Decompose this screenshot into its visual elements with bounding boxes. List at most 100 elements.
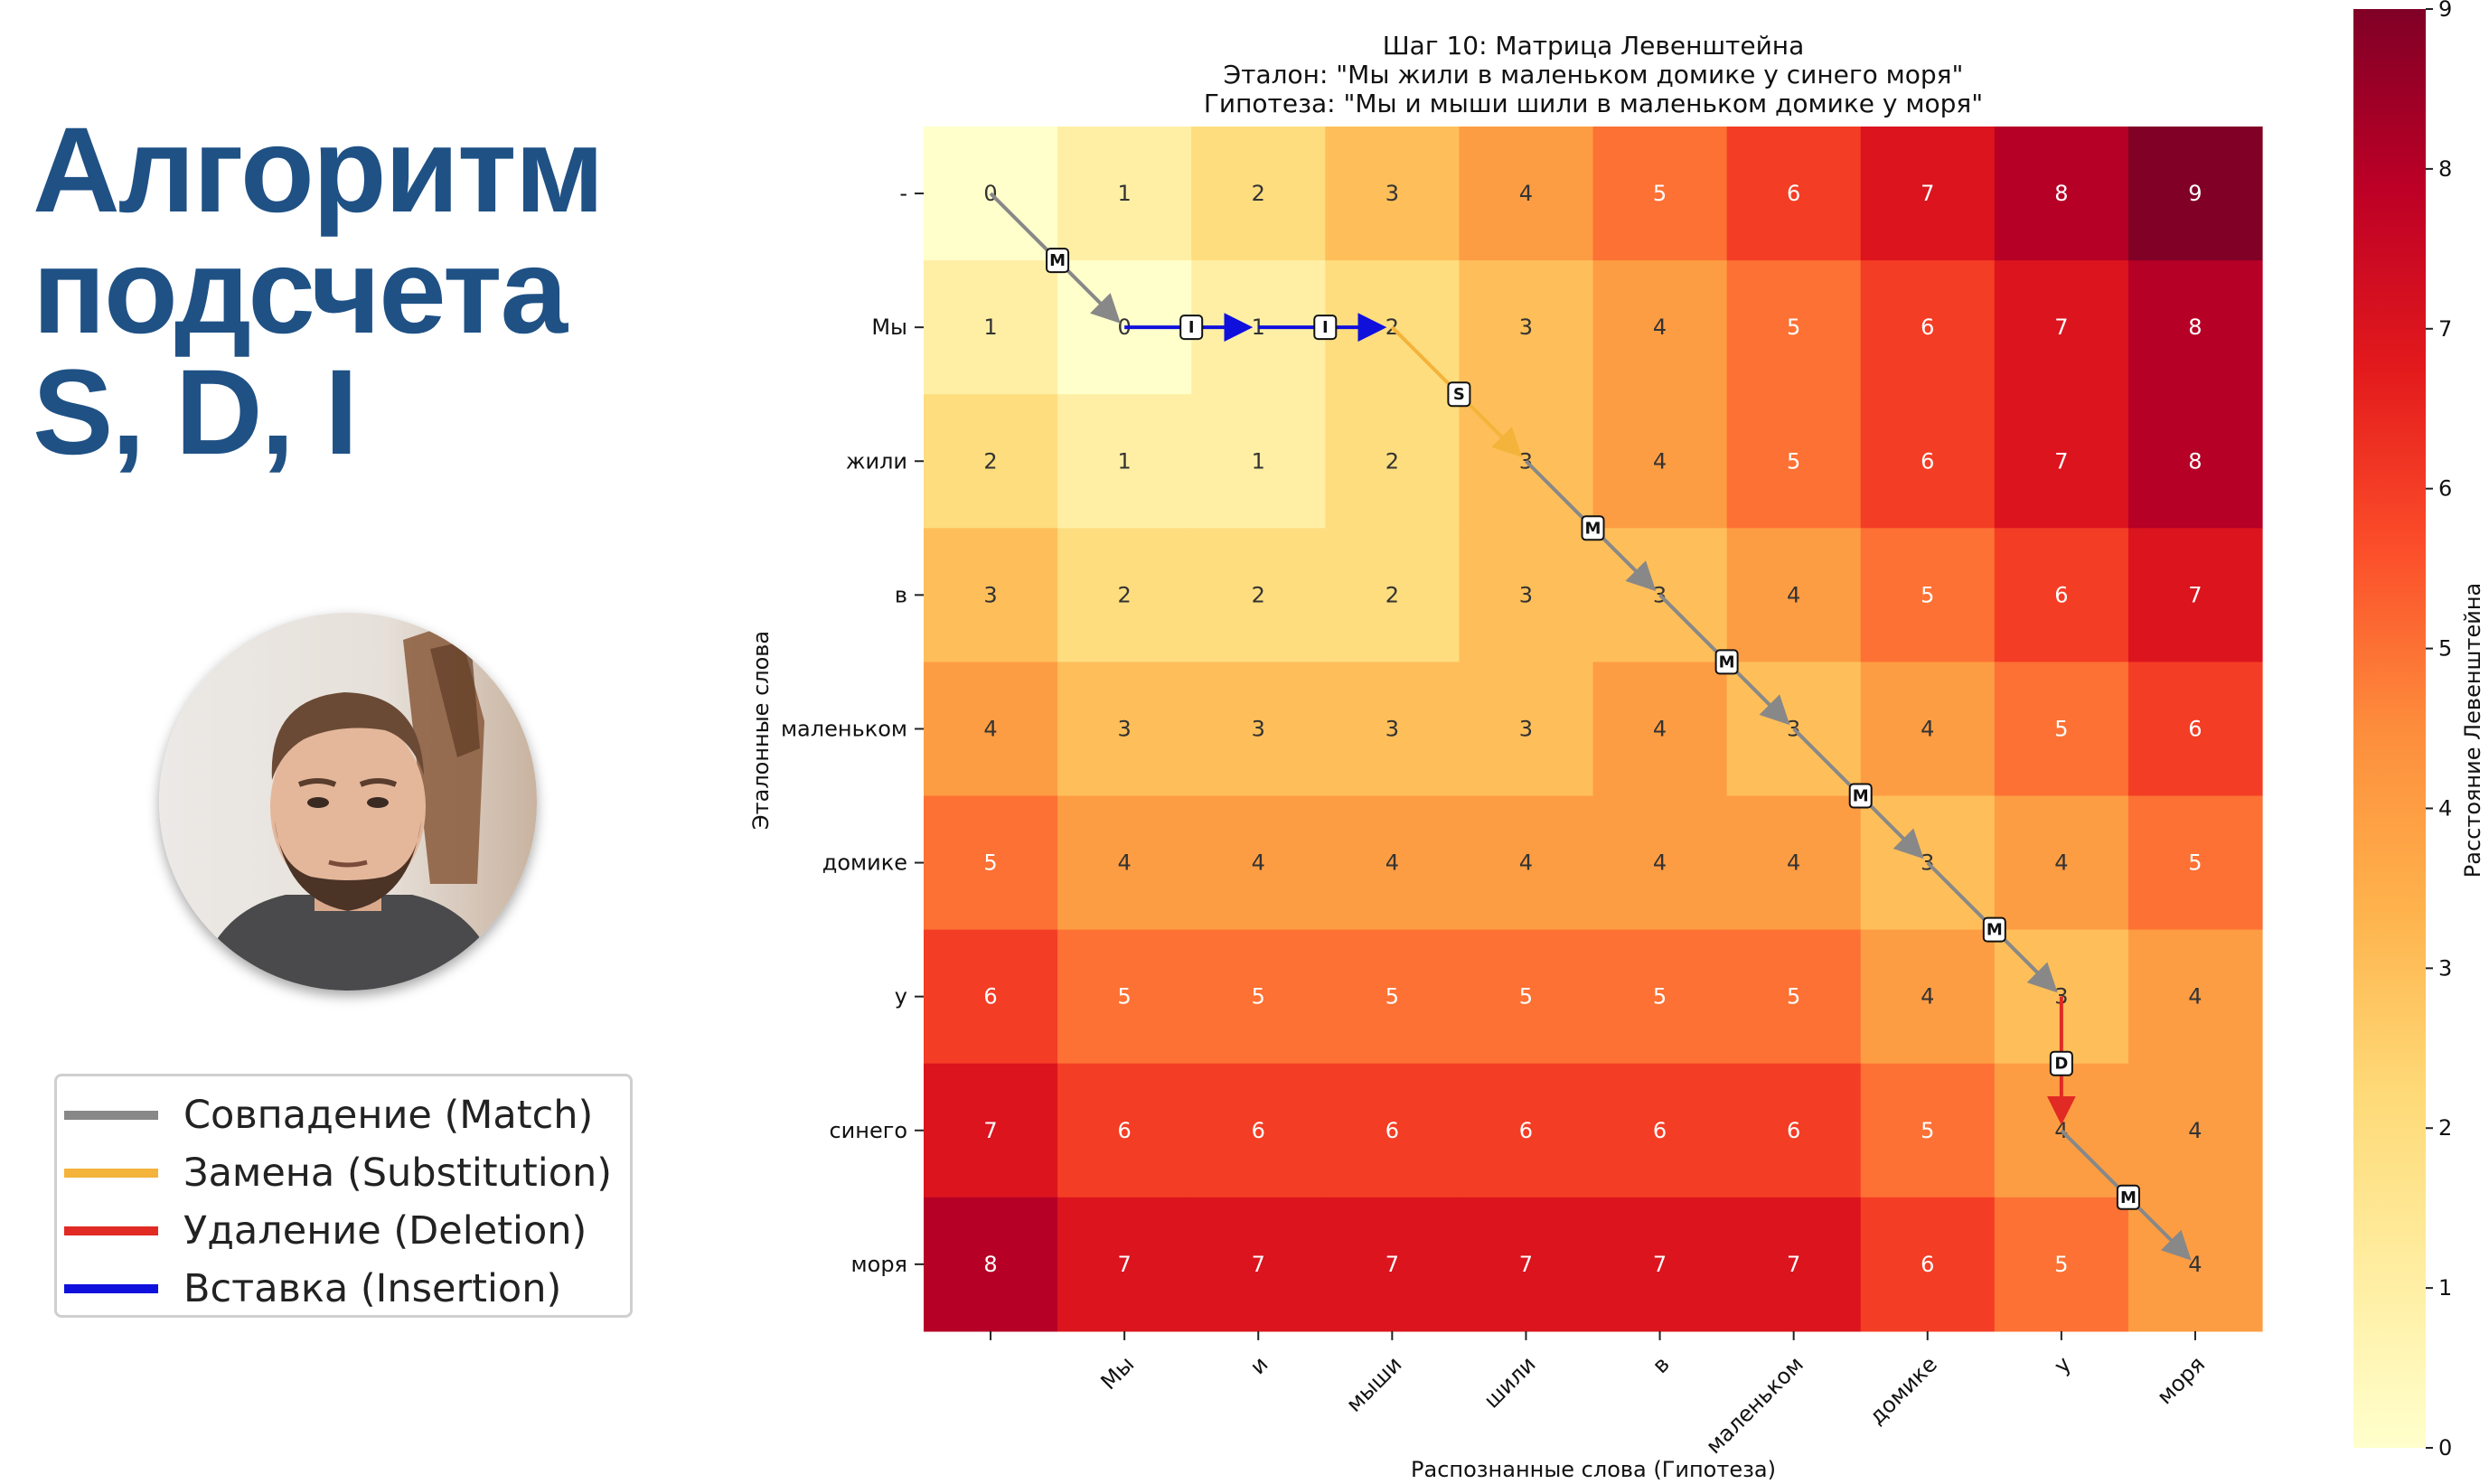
cell-value-label: 3 [1118,716,1132,741]
cell-value-label: 2 [983,448,997,474]
heatmap-cell [1057,662,1192,797]
cell-value-label: 7 [1519,1252,1533,1277]
heatmap-cell [1860,1197,1996,1332]
cell-value-label: 1 [1118,181,1132,206]
path-op-badge [1447,381,1471,408]
heatmap-cell [1726,394,1862,529]
heatmap-cell [1191,662,1326,797]
heatmap-cell [1726,1063,1862,1198]
heatmap-cell [1057,795,1192,931]
cell-value-label: 5 [1787,315,1800,340]
heatmap-cell [1994,260,2129,395]
heatmap-cell [1592,929,1728,1065]
cell-value-label: 3 [1519,716,1533,741]
colorbar-tick-label: 1 [2438,1275,2452,1301]
colorbar-tick-label: 4 [2438,795,2452,821]
heatmap-cell [1325,394,1460,529]
cell-value-label: 4 [2188,1252,2202,1277]
cell-value-label: 4 [2188,1118,2202,1143]
heatmap-cell [1860,528,1996,662]
heatmap-cell [1726,260,1862,395]
colorbar-tick-label: 8 [2438,156,2452,182]
heatmap-cell [2127,127,2263,261]
path-op-badge [1581,515,1605,541]
cell-value-label: 6 [1118,1118,1132,1143]
cell-value-label: 4 [1653,448,1667,474]
colorbar-tick-label: 2 [2438,1115,2452,1141]
y-tick-label: жили [846,448,907,474]
cell-value-label: 2 [1252,181,1265,206]
cell-value-label: 6 [2054,582,2068,607]
heatmap-cell [1325,929,1460,1065]
colorbar-tick-label: 6 [2438,476,2452,502]
cell-value-label: 8 [2054,181,2068,206]
heatmap-cell [1057,929,1192,1065]
path-op-badge [1714,649,1739,675]
y-tick-label: у [895,984,907,1010]
cell-value-label: 6 [1787,1118,1800,1143]
cell-value-label: 6 [1385,1118,1399,1143]
cell-value-label: 4 [1519,181,1533,206]
cell-value-label: 5 [1653,181,1667,206]
heatmap-cell [1726,795,1862,931]
cell-value-label: 4 [1921,716,1934,741]
heatmap-cell [1860,1063,1996,1198]
cell-value-label: 5 [1653,984,1667,1010]
heatmap-cell [1592,795,1728,931]
heatmap-cell [1057,528,1192,662]
cell-value-label: 3 [1519,582,1533,607]
heatmap-cell [2127,394,2263,529]
cell-value-label: 2 [1385,448,1399,474]
heatmap-cell [1994,127,2129,261]
heatmap-cell [1057,394,1192,529]
cell-value-label: 8 [2188,315,2202,340]
heatmap-cell [1726,1197,1862,1332]
cell-value-label: 7 [1921,181,1934,206]
heatmap-cell [1459,260,1594,395]
heatmap-cells: 0123456789101234567821123456783222334567… [924,127,2263,1332]
heatmap-cell [924,662,1058,797]
slide-title-line-1: Алгоритм [33,103,605,238]
path-op-label: M [2120,1188,2137,1207]
cell-value-label: 5 [1921,582,1934,607]
heatmap-cell [1860,127,1996,261]
chart-legend: Совпадение (Match) Замена (Substitution)… [54,1074,633,1318]
cell-value-label: 1 [983,315,997,340]
cell-value-label: 7 [983,1118,997,1143]
heatmap-cell [1994,662,2129,797]
cell-value-label: 6 [1519,1118,1533,1143]
heatmap-cell [2127,1063,2263,1198]
legend-item-insertion: Вставка (Insertion) [57,1261,630,1319]
path-op-label: M [1719,653,1735,672]
cell-value-label: 5 [1787,984,1800,1010]
y-tick-label: маленьком [781,716,907,741]
heatmap-cell [924,1197,1058,1332]
cell-value-label: 2 [1118,582,1132,607]
x-tick-label: в [1648,1351,1675,1378]
slide-title: Алгоритм подсчета S, D, I [33,110,719,474]
cell-value-label: 7 [1787,1252,1800,1277]
cell-value-label: 6 [1921,448,1934,474]
speaker-avatar-image [159,613,537,991]
x-tick-label: у [2049,1351,2076,1378]
cell-value-label: 4 [1653,315,1667,340]
x-tick-label: моря [2152,1351,2210,1409]
legend-item-deletion: Удаление (Deletion) [57,1203,630,1261]
y-tick-label: домике [822,850,907,876]
heatmap-cell [1191,1197,1326,1332]
legend-item-match: Совпадение (Match) [57,1087,630,1145]
heatmap-cell [1057,1063,1192,1198]
heatmap-cell [924,260,1058,395]
cell-value-label: 5 [1385,984,1399,1010]
cell-value-label: 7 [1385,1252,1399,1277]
heatmap-cell [1994,394,2129,529]
cell-value-label: 3 [1519,315,1533,340]
path-op-label: D [2054,1055,2068,1074]
path-op-label: M [1853,787,1869,806]
path-op-label: M [1987,921,2003,940]
cell-value-label: 6 [1787,181,1800,206]
colorbar-label: Расстояние Левенштейна [2460,583,2485,878]
cell-value-label: 4 [1385,850,1399,876]
cell-value-label: 4 [1118,850,1132,876]
